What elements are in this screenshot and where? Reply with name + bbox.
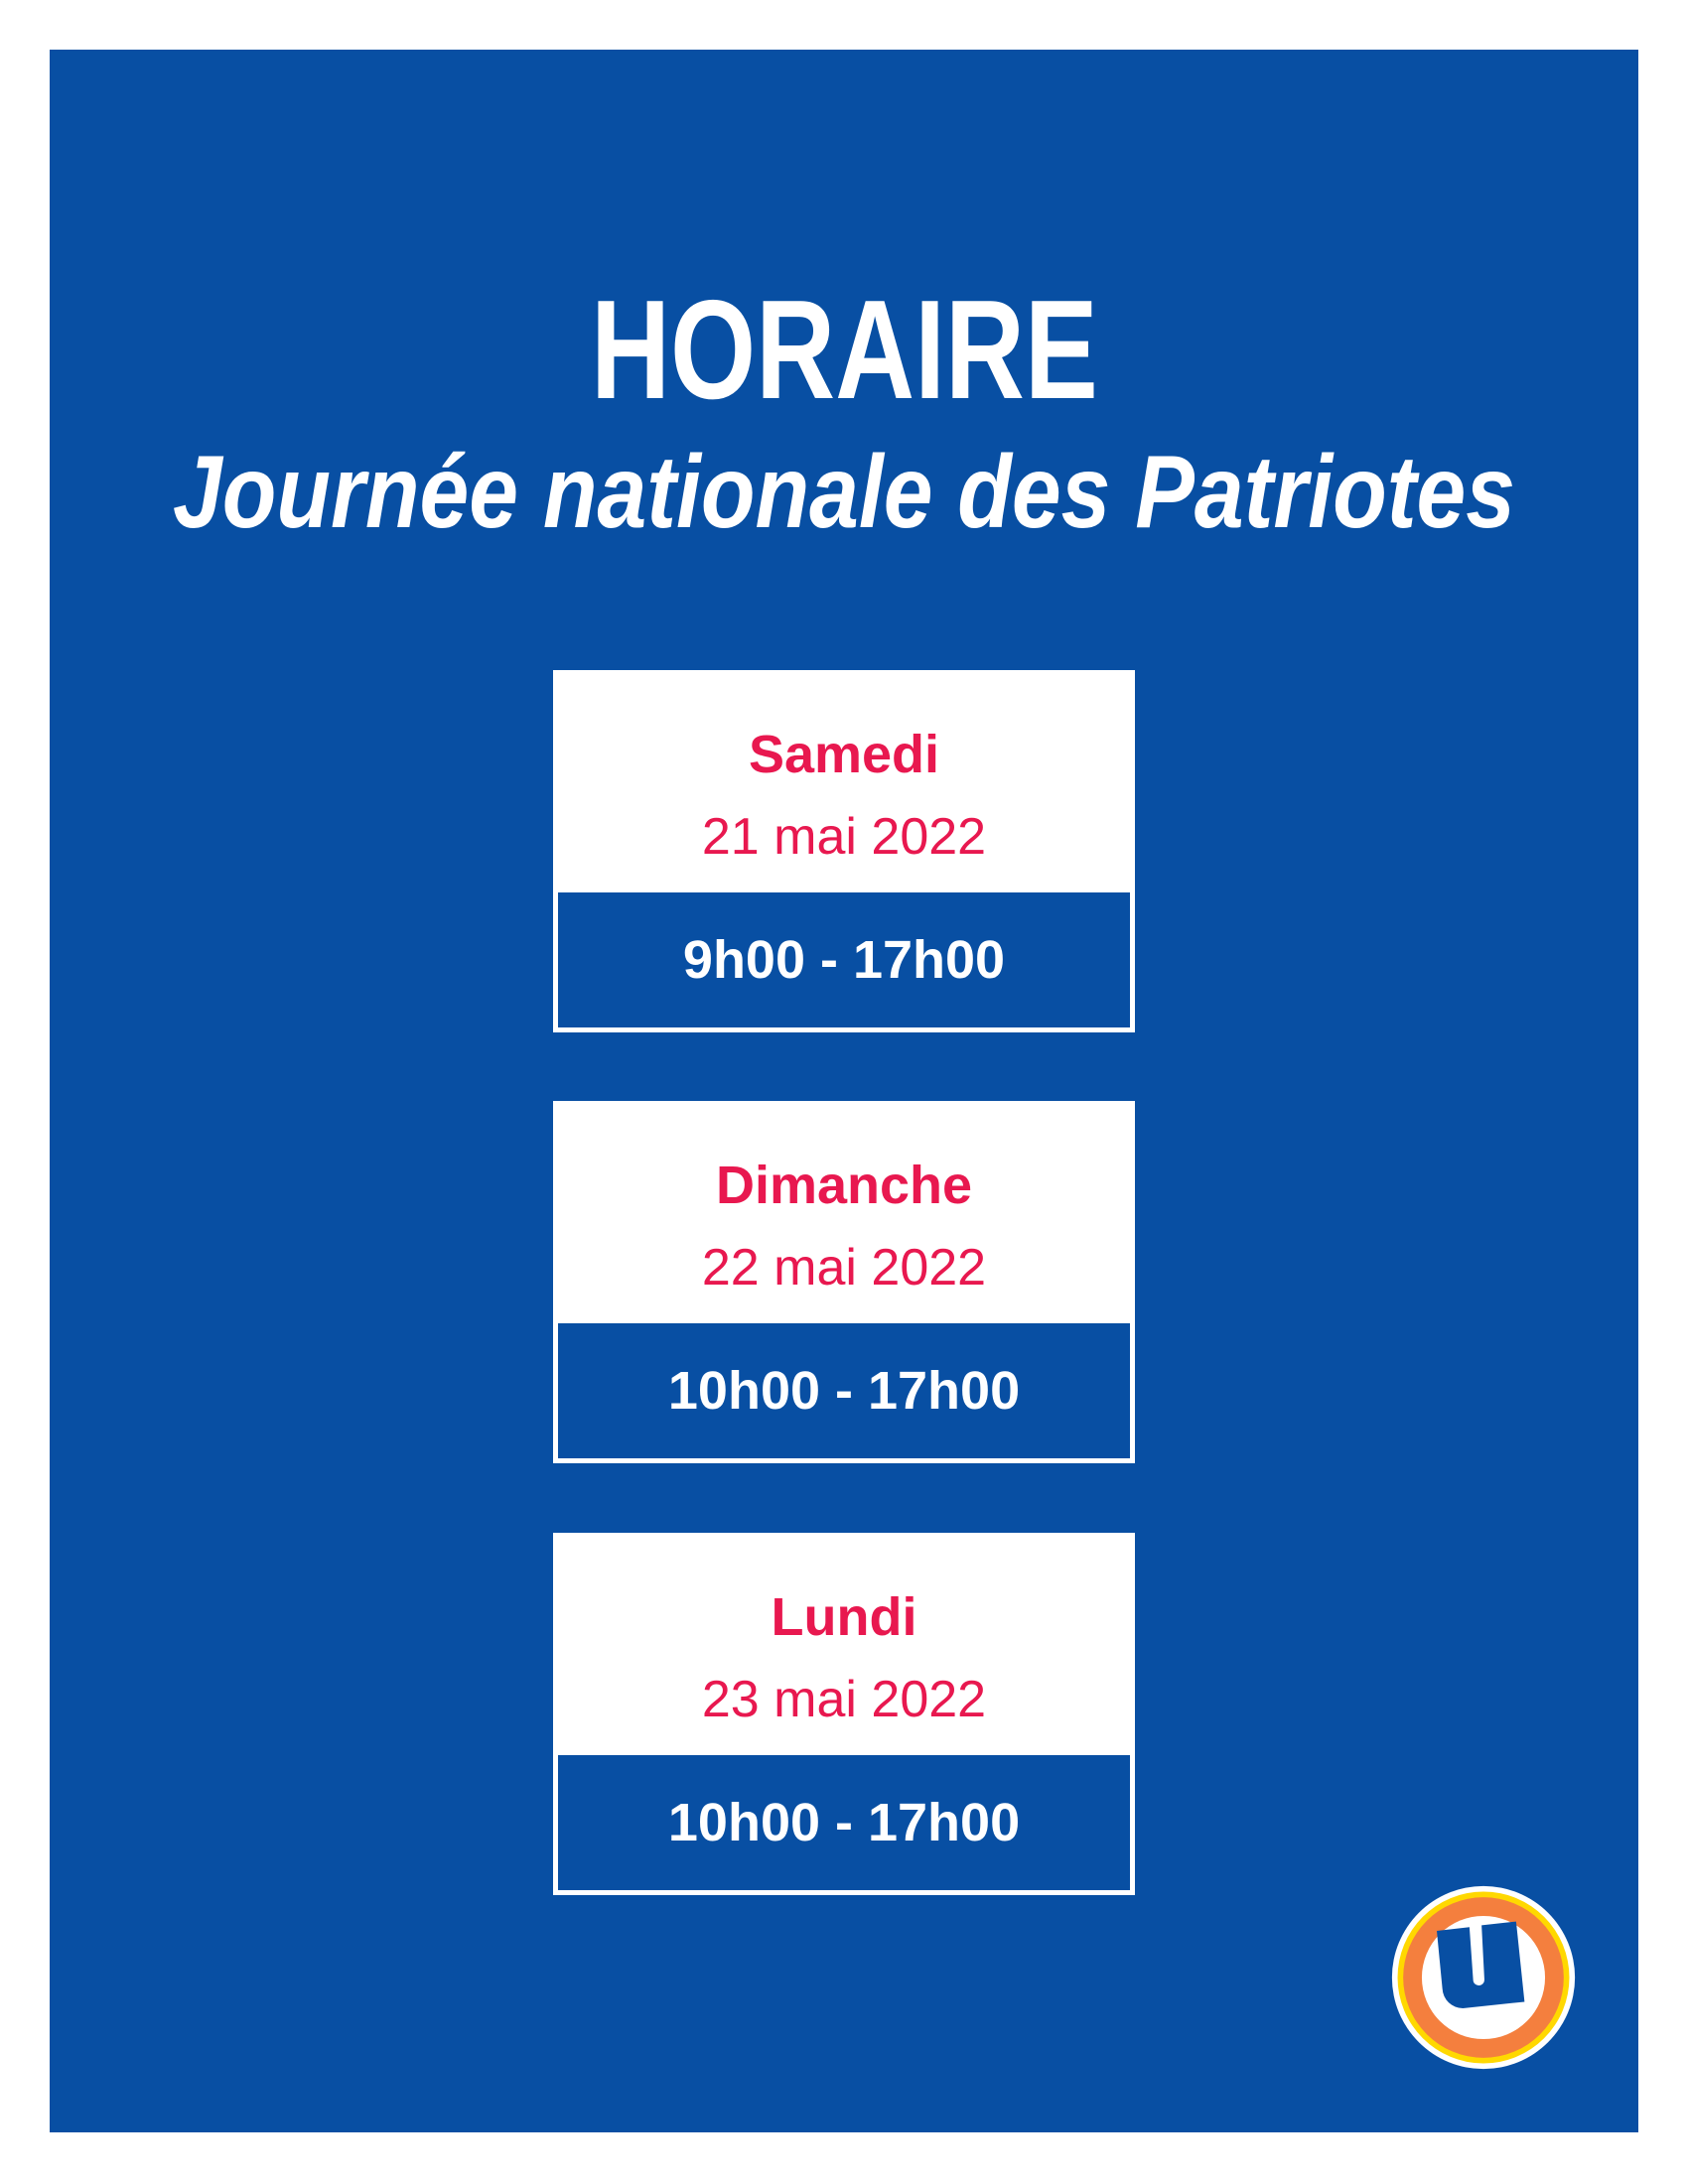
u-logo-icon bbox=[1391, 1885, 1576, 2070]
page-subtitle: Journée nationale des Patriotes bbox=[0, 433, 1688, 552]
day-label: Samedi bbox=[748, 725, 940, 784]
subtitle-text: Journée nationale des Patriotes bbox=[173, 435, 1515, 550]
schedule-card-saturday: Samedi 21 mai 2022 9h00 - 17h00 bbox=[553, 670, 1135, 1032]
date-label: 21 mai 2022 bbox=[701, 808, 987, 866]
hours-label: 10h00 - 17h00 bbox=[558, 1323, 1130, 1458]
day-label: Dimanche bbox=[715, 1156, 973, 1215]
title-text: HORAIRE bbox=[590, 271, 1098, 429]
date-label: 22 mai 2022 bbox=[701, 1239, 987, 1297]
hours-label: 10h00 - 17h00 bbox=[558, 1755, 1130, 1890]
date-label: 23 mai 2022 bbox=[701, 1671, 987, 1728]
hours-label: 9h00 - 17h00 bbox=[558, 892, 1130, 1027]
schedule-card-sunday: Dimanche 22 mai 2022 10h00 - 17h00 bbox=[553, 1101, 1135, 1463]
day-label: Lundi bbox=[771, 1587, 917, 1647]
schedule-card-monday: Lundi 23 mai 2022 10h00 - 17h00 bbox=[553, 1533, 1135, 1895]
page-title: HORAIRE bbox=[0, 276, 1688, 425]
